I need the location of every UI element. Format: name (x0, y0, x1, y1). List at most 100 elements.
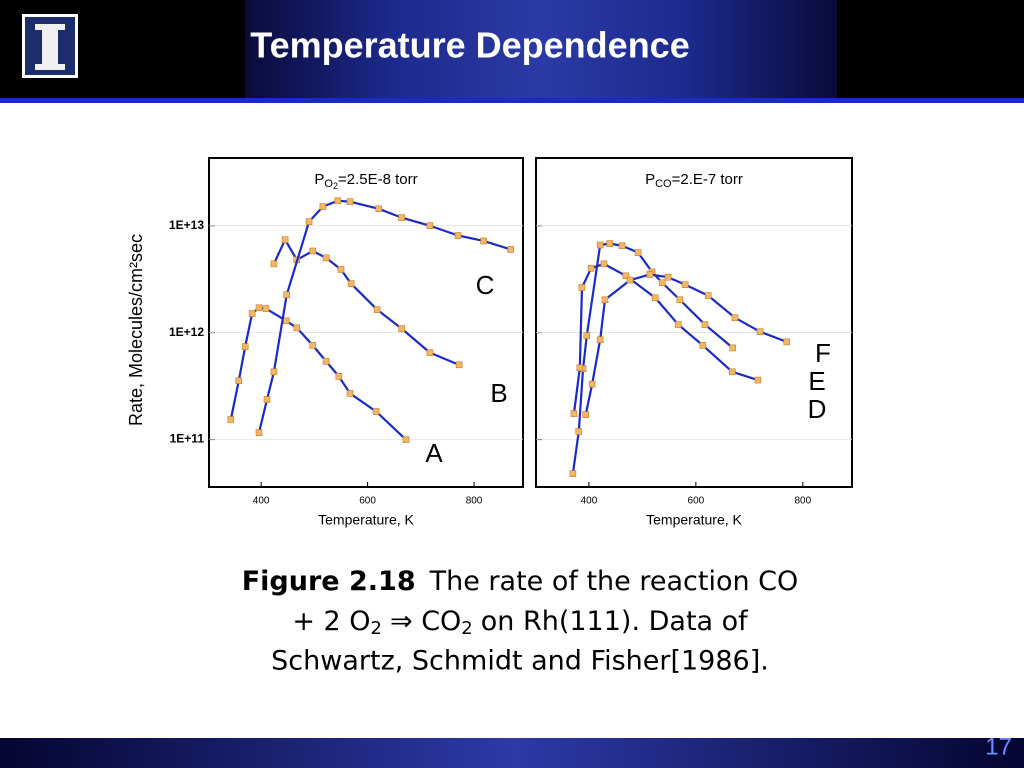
plot-frame (208, 157, 524, 488)
slide-title: Temperature Dependence (250, 25, 689, 66)
data-point (704, 292, 712, 299)
data-point (729, 344, 737, 352)
title-sub: O (324, 178, 333, 190)
x-axis-label: Temperature, K (646, 512, 742, 528)
series-label: F (815, 338, 831, 368)
caption-line: + 2 O2 ⇒ CO2 on Rh(111). Data of (292, 606, 749, 640)
data-point (626, 276, 634, 284)
data-point (455, 361, 463, 369)
data-point (783, 338, 791, 346)
data-point (578, 284, 586, 291)
data-point (322, 357, 330, 365)
series-label: D (808, 394, 827, 424)
footer-bar (0, 738, 1024, 768)
chart-title: PO2=2.5E-8 torr (314, 171, 417, 191)
x-tick-label: 800 (794, 496, 811, 507)
x-tick-label: 400 (253, 496, 270, 507)
title-text: =2.5E-8 torr (338, 171, 418, 188)
data-point (346, 198, 354, 205)
data-point (583, 332, 591, 339)
data-point (731, 314, 739, 321)
data-point (664, 273, 672, 281)
data-point (241, 343, 249, 350)
data-point (426, 349, 434, 356)
title-text: P (314, 171, 324, 188)
series-label: B (490, 378, 507, 408)
data-point (402, 436, 410, 443)
data-point (480, 237, 487, 245)
series-label: E (808, 366, 825, 396)
data-point (293, 324, 301, 332)
y-tick-label: 1E+11 (170, 432, 205, 446)
data-point (576, 364, 584, 372)
data-point (454, 232, 462, 239)
data-point (601, 296, 609, 304)
data-point (347, 280, 355, 287)
caption-figure: Figure 2.18 (242, 566, 416, 597)
caption-sub: 2 (461, 618, 472, 639)
header-gradient (245, 0, 837, 98)
caption-line: Figure 2.18 The rate of the reaction CO (242, 566, 799, 597)
data-point (570, 410, 578, 417)
x-tick-label: 400 (581, 496, 598, 507)
caption-line: Schwartz, Schmidt and Fisher[1986]. (271, 646, 769, 677)
data-point (575, 428, 583, 435)
data-point (569, 470, 577, 477)
data-point (305, 218, 313, 226)
y-tick-label: 1E+13 (169, 218, 204, 232)
data-point (588, 380, 596, 388)
x-tick-label: 800 (466, 496, 483, 507)
data-point (507, 246, 515, 253)
data-point (281, 236, 289, 244)
data-point (319, 203, 327, 210)
caption-sub: 2 (371, 618, 382, 639)
data-point (263, 396, 271, 403)
x-tick-label: 600 (359, 496, 376, 507)
data-point (676, 296, 684, 304)
y-axis-label: Rate, Molecules/cm²sec (126, 234, 146, 426)
data-point (309, 247, 317, 255)
series-line (257, 199, 512, 433)
data-point (334, 197, 342, 205)
series-line (584, 273, 788, 415)
data-point (699, 342, 707, 349)
data-point (255, 429, 263, 436)
data-point (283, 291, 291, 299)
caption-text: ⇒ CO (390, 606, 461, 637)
x-tick-label: 600 (688, 496, 705, 507)
data-point (322, 254, 330, 262)
data-point (255, 304, 263, 312)
data-point (634, 249, 642, 256)
data-point (227, 416, 235, 423)
title-subsub: 2 (333, 181, 338, 191)
data-point (674, 321, 682, 328)
chart-title: PCO=2.E-7 torr (645, 171, 743, 190)
data-point (398, 214, 405, 221)
plot-frame (535, 157, 853, 488)
data-point (337, 266, 345, 273)
title-sub: CO (655, 178, 672, 190)
data-point (701, 321, 709, 328)
caption-text: on Rh(111). Data of (481, 606, 749, 637)
data-point (658, 279, 666, 287)
series-label: A (425, 438, 443, 468)
data-point (681, 281, 689, 288)
page-number: 17 (985, 733, 1012, 760)
data-point (426, 222, 434, 230)
data-point (754, 376, 762, 384)
data-point (309, 342, 317, 349)
data-point (596, 336, 604, 343)
data-point (335, 373, 343, 380)
data-point (587, 264, 595, 272)
data-point (270, 368, 278, 376)
data-point (375, 205, 383, 213)
x-axis-label: Temperature, K (318, 512, 414, 528)
data-point (646, 271, 654, 278)
logo (22, 14, 78, 78)
y-tick-label: 1E+12 (169, 325, 204, 339)
header-rule (0, 98, 1024, 103)
data-point (651, 294, 659, 302)
series-label: C (476, 270, 495, 300)
data-point (606, 240, 614, 247)
